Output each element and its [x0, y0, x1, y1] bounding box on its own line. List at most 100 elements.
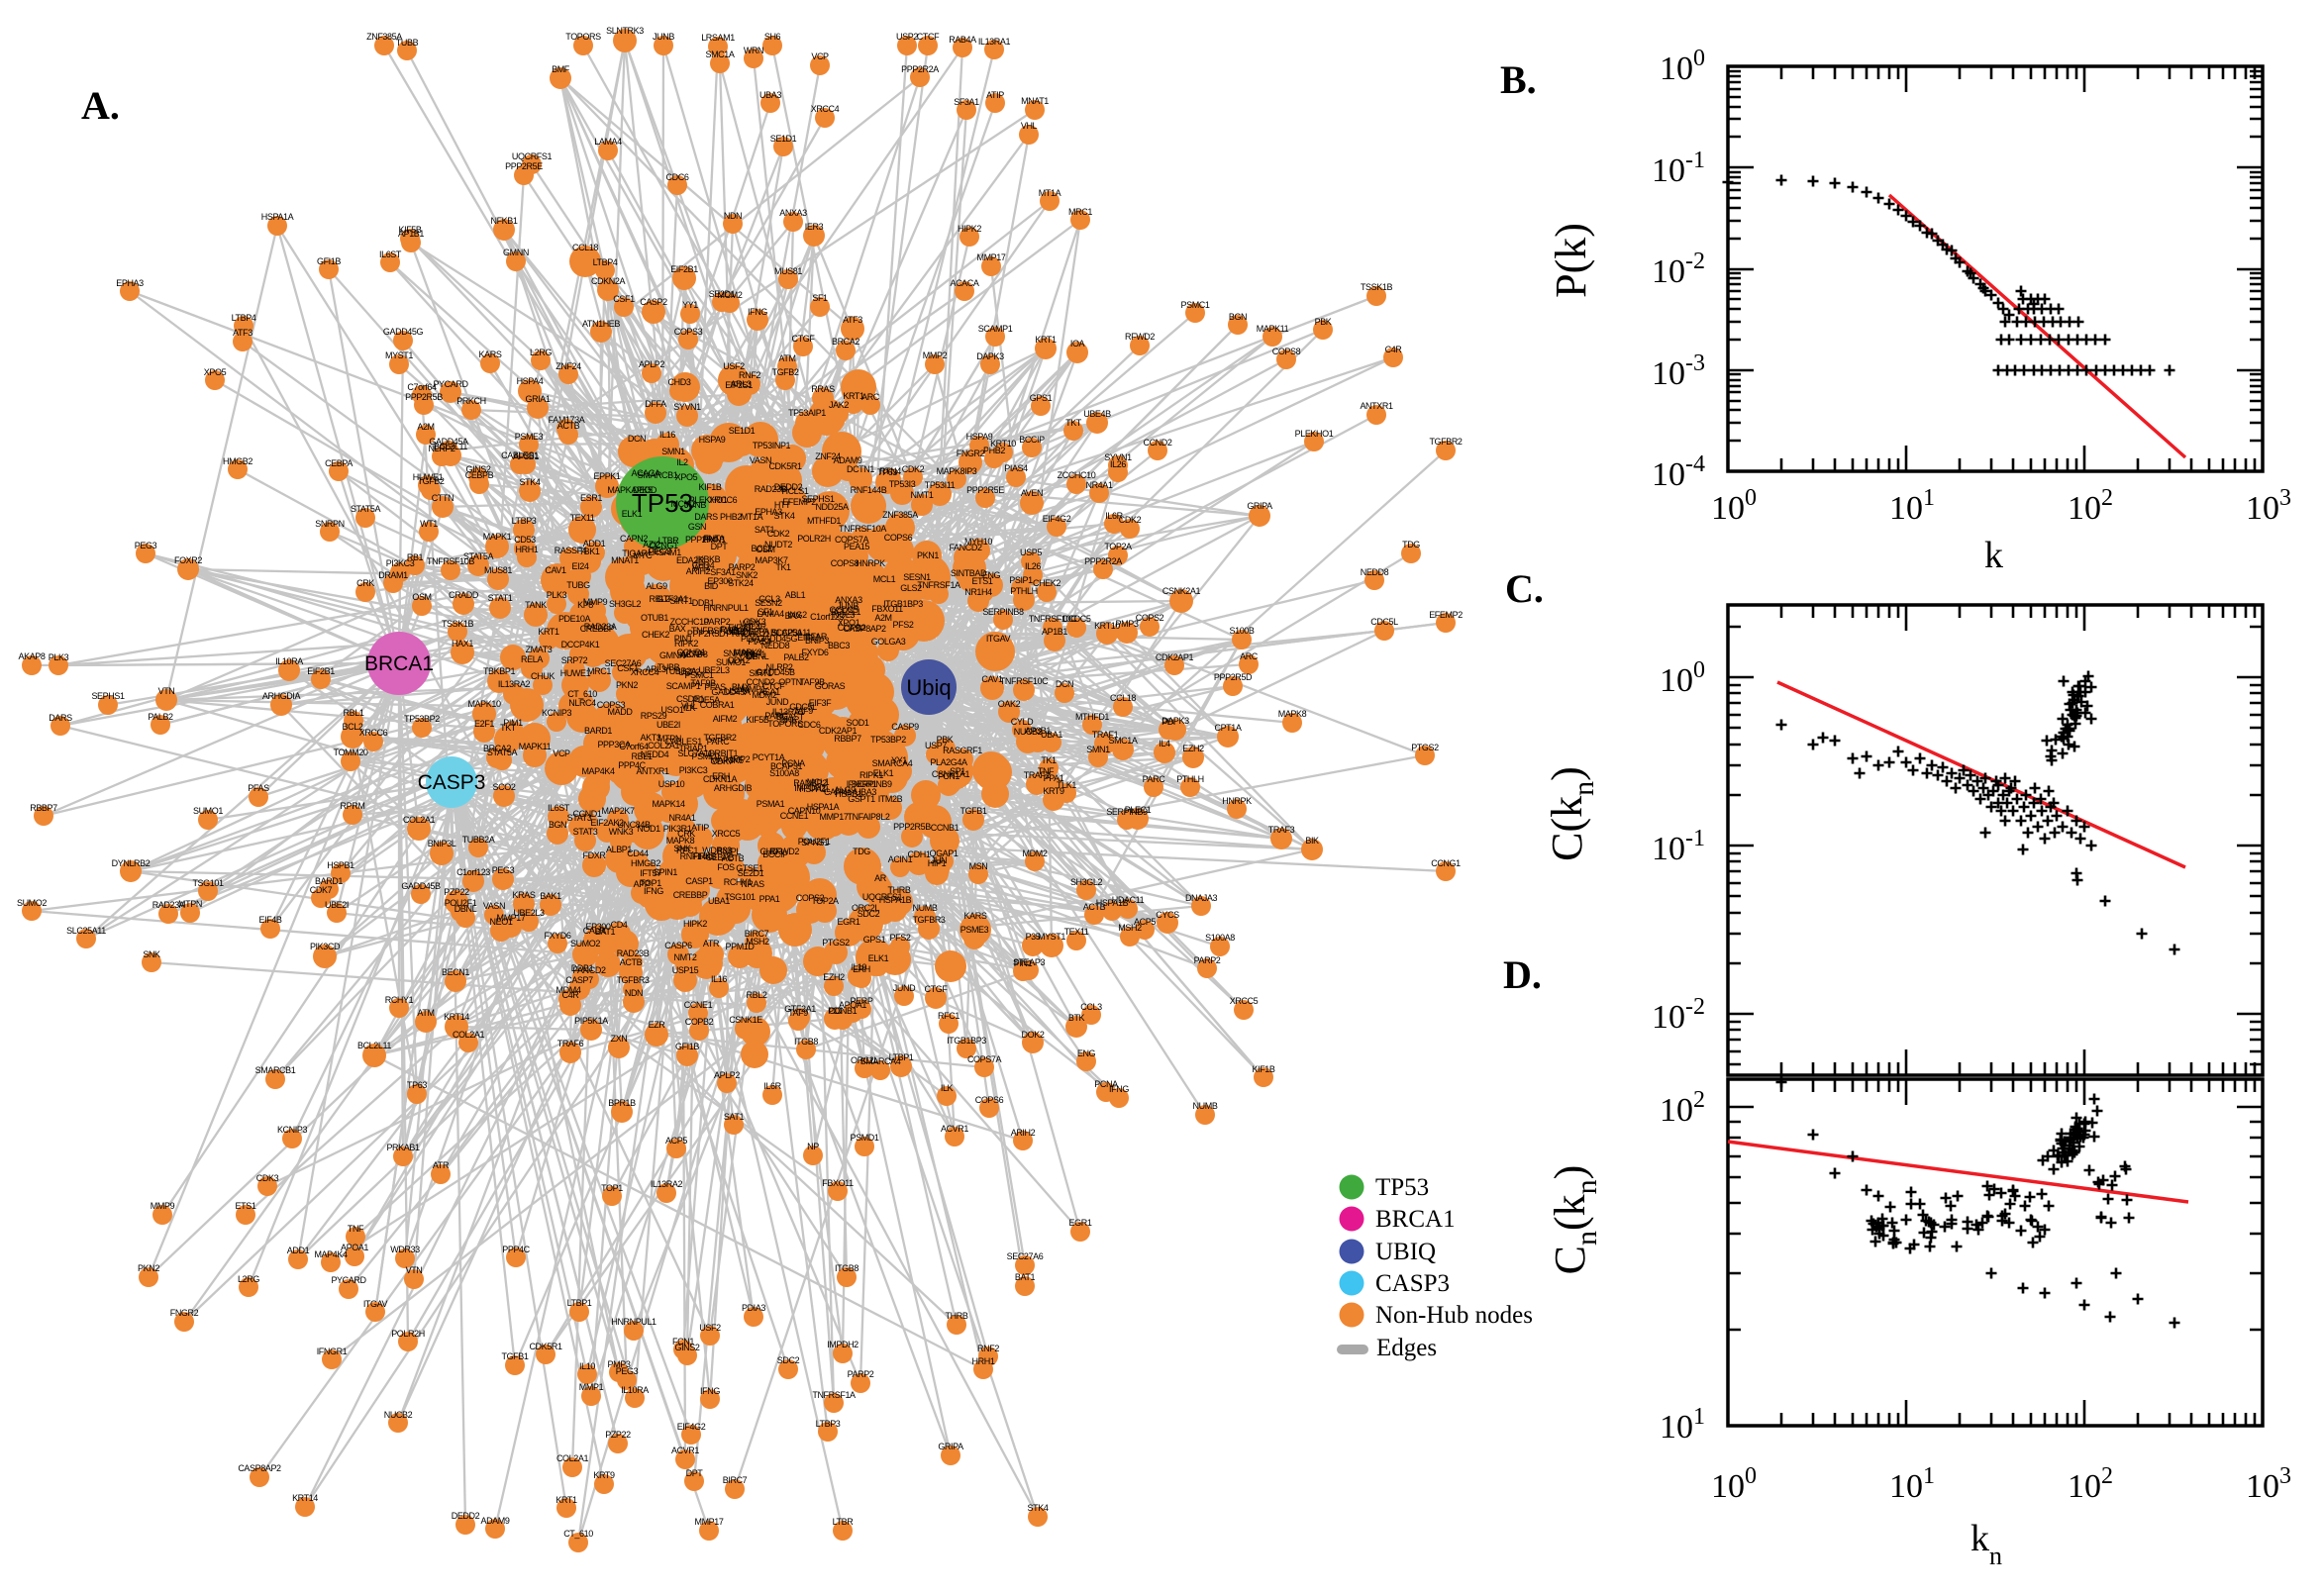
svg-text:VCP: VCP — [553, 748, 570, 758]
svg-text:BTK: BTK — [1068, 1013, 1085, 1023]
svg-text:PTGS2: PTGS2 — [1411, 743, 1439, 752]
svg-text:CASP3: CASP3 — [1375, 1270, 1450, 1297]
svg-text:CASP1: CASP1 — [685, 876, 713, 886]
svg-text:TP53AIP1: TP53AIP1 — [788, 408, 826, 418]
svg-text:TIGAR: TIGAR — [622, 549, 648, 558]
svg-text:AKT3: AKT3 — [641, 733, 661, 743]
svg-text:HNRPK: HNRPK — [856, 558, 885, 568]
svg-text:DNAJA3: DNAJA3 — [1185, 893, 1218, 903]
svg-text:EFEMP2: EFEMP2 — [1429, 610, 1463, 620]
svg-text:CPT1A: CPT1A — [1214, 723, 1241, 733]
svg-text:CD44: CD44 — [627, 848, 649, 858]
svg-text:MAPK11: MAPK11 — [519, 742, 552, 751]
svg-text:RAD23A: RAD23A — [152, 900, 185, 910]
svg-text:ADAM9: ADAM9 — [480, 1516, 509, 1526]
svg-text:CCL18: CCL18 — [572, 243, 598, 252]
svg-text:PIN1: PIN1 — [1014, 958, 1033, 968]
svg-text:ACP5: ACP5 — [665, 1136, 687, 1146]
svg-text:THRB: THRB — [946, 1311, 968, 1321]
svg-text:CHEK2: CHEK2 — [642, 630, 669, 640]
svg-text:RIPK2: RIPK2 — [674, 639, 698, 648]
svg-text:IKBKB: IKBKB — [696, 554, 721, 564]
svg-text:NP: NP — [807, 1142, 819, 1151]
svg-text:COPS2: COPS2 — [1136, 613, 1164, 623]
svg-text:BMF: BMF — [552, 64, 570, 74]
svg-text:BCAP31: BCAP31 — [770, 761, 803, 771]
svg-text:KARS: KARS — [964, 911, 987, 921]
svg-text:ING2: ING2 — [787, 610, 807, 620]
svg-text:MMP17: MMP17 — [819, 812, 848, 822]
svg-text:PIK3CD: PIK3CD — [310, 942, 341, 951]
svg-text:MDM4: MDM4 — [556, 985, 581, 995]
svg-text:TP53: TP53 — [632, 488, 693, 518]
svg-text:HSPA1B: HSPA1B — [1096, 898, 1129, 908]
svg-text:TNFRSF10C: TNFRSF10C — [1000, 676, 1049, 686]
svg-text:CAV1: CAV1 — [981, 674, 1003, 684]
svg-text:GADD45G: GADD45G — [383, 327, 424, 337]
svg-text:FBXO11: FBXO11 — [822, 1178, 854, 1188]
svg-text:BCCIP: BCCIP — [1019, 435, 1045, 445]
svg-text:LRSAM1: LRSAM1 — [701, 33, 735, 43]
svg-text:USP2: USP2 — [896, 32, 918, 42]
svg-text:UBA1: UBA1 — [1041, 730, 1062, 740]
svg-text:ITM2B: ITM2B — [878, 794, 903, 804]
svg-text:PEG3: PEG3 — [135, 541, 157, 550]
svg-text:C.: C. — [1505, 566, 1544, 611]
svg-text:HTT: HTT — [774, 500, 791, 510]
svg-text:MUS81: MUS81 — [774, 266, 802, 276]
svg-text:S100A8: S100A8 — [1205, 933, 1235, 943]
svg-text:LTBR: LTBR — [658, 536, 680, 546]
svg-text:POLR2H: POLR2H — [797, 534, 831, 544]
svg-text:SE1D1: SE1D1 — [770, 134, 797, 144]
svg-text:BRCA1: BRCA1 — [1375, 1206, 1456, 1233]
svg-text:NFKB1: NFKB1 — [490, 216, 517, 226]
svg-text:MSH2: MSH2 — [1118, 923, 1142, 933]
svg-text:AP3B1: AP3B1 — [513, 451, 539, 461]
svg-text:EZR: EZR — [649, 1020, 666, 1030]
svg-text:SNK2: SNK2 — [736, 570, 758, 580]
svg-text:CDK2: CDK2 — [1119, 515, 1142, 525]
svg-text:SH3GL2: SH3GL2 — [609, 599, 642, 609]
svg-text:CCNB1: CCNB1 — [931, 823, 960, 833]
svg-text:BGN: BGN — [1229, 312, 1247, 322]
svg-text:TNFRSF10B: TNFRSF10B — [427, 556, 474, 566]
svg-text:RPRM: RPRM — [341, 801, 365, 811]
svg-text:SMARCA4: SMARCA4 — [860, 1056, 901, 1066]
svg-text:COPS8: COPS8 — [1272, 347, 1301, 356]
svg-text:NDN: NDN — [625, 988, 643, 998]
svg-text:SESN2: SESN2 — [755, 598, 782, 608]
svg-text:GRIPA: GRIPA — [938, 1442, 963, 1451]
svg-text:IFNGR1: IFNGR1 — [317, 1347, 348, 1356]
svg-text:RBL2: RBL2 — [650, 594, 670, 604]
svg-text:IL10: IL10 — [579, 1361, 595, 1371]
svg-text:TGFB1: TGFB1 — [960, 806, 986, 816]
svg-text:NDN: NDN — [724, 211, 742, 221]
svg-text:TGFB2: TGFB2 — [417, 476, 444, 486]
svg-text:PZP22: PZP22 — [605, 1430, 631, 1440]
svg-text:KP8: KP8 — [577, 600, 593, 610]
svg-text:GADD45B: GADD45B — [401, 881, 441, 891]
svg-text:A2M: A2M — [417, 422, 434, 432]
svg-text:UBE2I: UBE2I — [325, 900, 349, 910]
svg-text:CDC6: CDC6 — [666, 172, 689, 182]
svg-text:PPP2R2A: PPP2R2A — [1084, 556, 1122, 566]
svg-text:GTF2A1: GTF2A1 — [784, 1004, 816, 1014]
svg-text:Non-Hub nodes: Non-Hub nodes — [1375, 1302, 1533, 1329]
svg-text:PSIP1: PSIP1 — [1009, 575, 1033, 585]
svg-text:CDH1: CDH1 — [908, 849, 931, 859]
svg-text:ATM: ATM — [778, 353, 795, 363]
svg-text:WNK3: WNK3 — [609, 827, 634, 837]
svg-text:MMP9: MMP9 — [151, 1201, 175, 1211]
svg-text:FNGR2: FNGR2 — [170, 1308, 199, 1318]
svg-text:UBE4B: UBE4B — [1083, 409, 1111, 419]
svg-text:CHUK: CHUK — [531, 671, 555, 681]
svg-text:SDC2: SDC2 — [858, 909, 880, 919]
svg-text:JUNB: JUNB — [653, 32, 674, 42]
svg-text:SMC1A: SMC1A — [705, 50, 734, 59]
svg-text:STAT3: STAT3 — [573, 827, 598, 837]
svg-text:RBBP7: RBBP7 — [30, 803, 57, 813]
svg-text:A2M: A2M — [874, 613, 891, 623]
svg-text:MAPK8: MAPK8 — [1278, 709, 1307, 719]
svg-text:BAK1: BAK1 — [540, 891, 561, 901]
svg-text:LTBP4: LTBP4 — [232, 313, 256, 323]
